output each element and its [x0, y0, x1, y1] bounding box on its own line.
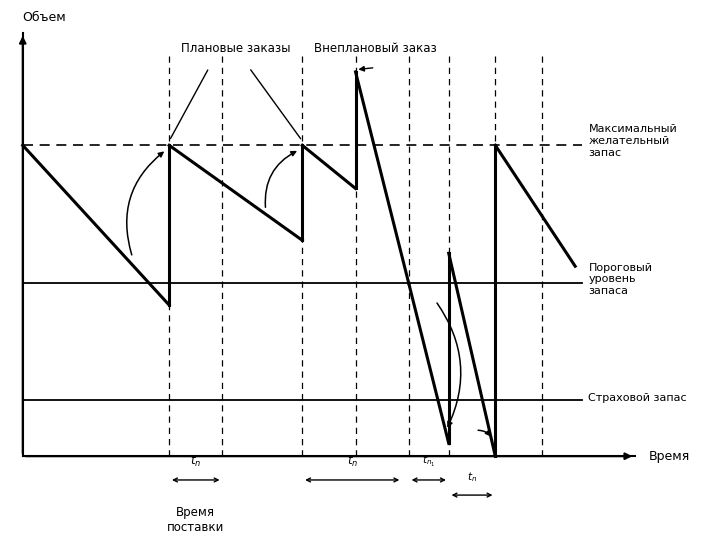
Text: Время: Время — [648, 450, 690, 463]
Text: Страховой запас: Страховой запас — [589, 393, 687, 403]
Text: $t_n$: $t_n$ — [467, 470, 477, 484]
Text: $t_n$: $t_n$ — [347, 454, 358, 469]
Text: Пороговый
уровень
запаса: Пороговый уровень запаса — [589, 263, 652, 296]
Text: Объем: Объем — [23, 12, 66, 24]
Text: $t_n$: $t_n$ — [190, 454, 201, 469]
Text: Время
поставки: Время поставки — [167, 506, 225, 534]
Text: Плановые заказы: Плановые заказы — [181, 42, 290, 55]
Text: Внеплановый заказ: Внеплановый заказ — [314, 42, 437, 55]
Text: Максимальный
желательный
запас: Максимальный желательный запас — [589, 124, 677, 157]
Text: $t_{n_1}$: $t_{n_1}$ — [422, 454, 436, 469]
